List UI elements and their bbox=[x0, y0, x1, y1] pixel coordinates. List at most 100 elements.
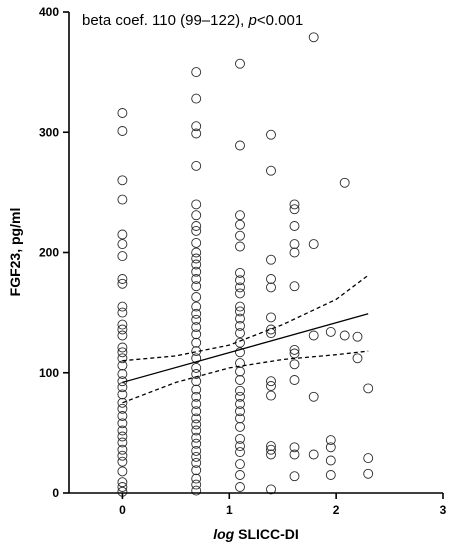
data-point-124 bbox=[266, 444, 276, 455]
data-point-46 bbox=[191, 247, 202, 258]
data-point-76 bbox=[191, 465, 202, 476]
x-tick-label-2: 2 bbox=[333, 503, 340, 517]
data-point-5 bbox=[117, 239, 128, 250]
ticks-layer: 0 100 200 300 400 0 1 2 3 bbox=[39, 5, 447, 517]
data-point-15 bbox=[117, 347, 128, 358]
data-point-29 bbox=[117, 444, 128, 455]
data-point-84 bbox=[235, 230, 245, 241]
data-point-61 bbox=[191, 362, 202, 373]
data-point-34 bbox=[117, 482, 128, 492]
data-point-37 bbox=[191, 93, 202, 104]
data-point-90 bbox=[235, 301, 245, 312]
y-axis-title: FGF23, pg/ml bbox=[7, 208, 23, 297]
data-point-66 bbox=[191, 399, 202, 409]
data-point-60 bbox=[191, 353, 202, 364]
data-point-101 bbox=[235, 391, 245, 402]
data-point-147 bbox=[325, 442, 336, 453]
fit-layer bbox=[122, 274, 369, 404]
data-point-74 bbox=[191, 451, 202, 462]
data-point-13 bbox=[117, 330, 128, 341]
data-point-105 bbox=[235, 421, 245, 432]
data-point-25 bbox=[117, 418, 128, 429]
data-point-10 bbox=[117, 307, 128, 318]
data-point-22 bbox=[117, 397, 128, 408]
data-point-102 bbox=[235, 399, 245, 409]
annotation-suffix: <0.001 bbox=[257, 12, 303, 29]
data-point-49 bbox=[191, 266, 202, 277]
data-point-87 bbox=[235, 275, 245, 286]
data-point-146 bbox=[325, 435, 336, 446]
data-point-43 bbox=[191, 221, 202, 231]
data-point-52 bbox=[191, 292, 202, 302]
data-point-111 bbox=[235, 482, 245, 492]
data-point-114 bbox=[266, 254, 276, 265]
data-point-136 bbox=[289, 375, 300, 385]
data-point-50 bbox=[191, 274, 202, 284]
data-point-82 bbox=[235, 210, 245, 221]
data-point-96 bbox=[235, 347, 245, 358]
data-point-131 bbox=[289, 247, 300, 258]
data-point-48 bbox=[191, 259, 202, 270]
data-point-149 bbox=[325, 470, 336, 480]
data-point-119 bbox=[266, 328, 276, 339]
y-tick-label-400: 400 bbox=[39, 5, 59, 19]
data-point-145 bbox=[325, 326, 336, 337]
data-point-122 bbox=[266, 390, 276, 401]
data-point-112 bbox=[266, 129, 276, 140]
data-point-39 bbox=[191, 128, 202, 139]
y-tick-label-300: 300 bbox=[39, 125, 59, 139]
data-point-78 bbox=[191, 479, 202, 490]
data-point-125 bbox=[266, 449, 276, 460]
data-point-130 bbox=[289, 239, 300, 250]
data-point-54 bbox=[191, 308, 202, 319]
data-point-44 bbox=[191, 225, 202, 236]
data-point-123 bbox=[266, 441, 276, 452]
data-point-55 bbox=[191, 314, 202, 325]
data-point-140 bbox=[308, 32, 319, 43]
data-point-40 bbox=[191, 160, 202, 171]
data-point-70 bbox=[191, 425, 202, 436]
data-point-72 bbox=[191, 438, 202, 449]
data-point-65 bbox=[191, 391, 202, 402]
data-point-16 bbox=[117, 353, 128, 364]
data-point-91 bbox=[235, 306, 245, 317]
data-point-93 bbox=[235, 320, 245, 331]
data-point-113 bbox=[266, 165, 276, 176]
data-point-33 bbox=[117, 477, 128, 488]
x-axis-title-rest: SLICC-DI bbox=[234, 526, 299, 542]
data-point-100 bbox=[235, 385, 245, 396]
data-point-156 bbox=[363, 468, 374, 479]
data-point-81 bbox=[235, 140, 245, 151]
data-point-137 bbox=[289, 442, 300, 453]
data-point-42 bbox=[191, 210, 202, 221]
data-point-98 bbox=[235, 366, 245, 377]
data-point-139 bbox=[289, 471, 300, 482]
data-point-20 bbox=[117, 382, 128, 393]
data-point-9 bbox=[117, 301, 128, 312]
data-point-77 bbox=[191, 473, 202, 484]
data-point-83 bbox=[235, 219, 245, 230]
data-point-18 bbox=[117, 369, 128, 379]
ci-lower-line bbox=[122, 350, 369, 404]
data-point-38 bbox=[191, 121, 202, 132]
data-point-24 bbox=[117, 411, 128, 421]
data-point-88 bbox=[235, 282, 245, 293]
data-point-6 bbox=[117, 251, 128, 262]
x-tick-label-1: 1 bbox=[226, 503, 233, 517]
x-tick-label-3: 3 bbox=[440, 503, 447, 517]
data-point-17 bbox=[117, 360, 128, 371]
data-point-30 bbox=[117, 450, 128, 461]
data-point-4 bbox=[117, 229, 128, 240]
data-point-115 bbox=[266, 274, 276, 284]
x-axis-title-italic: log bbox=[213, 526, 234, 542]
data-point-14 bbox=[117, 342, 128, 353]
data-point-97 bbox=[235, 358, 245, 369]
data-point-71 bbox=[191, 432, 202, 443]
data-point-104 bbox=[235, 413, 245, 424]
data-point-92 bbox=[235, 313, 245, 324]
data-point-26 bbox=[117, 425, 128, 436]
data-point-143 bbox=[308, 391, 319, 402]
annotation-prefix: beta coef. 110 (99–122), bbox=[82, 12, 249, 29]
data-point-27 bbox=[117, 431, 128, 442]
data-point-94 bbox=[235, 328, 245, 339]
